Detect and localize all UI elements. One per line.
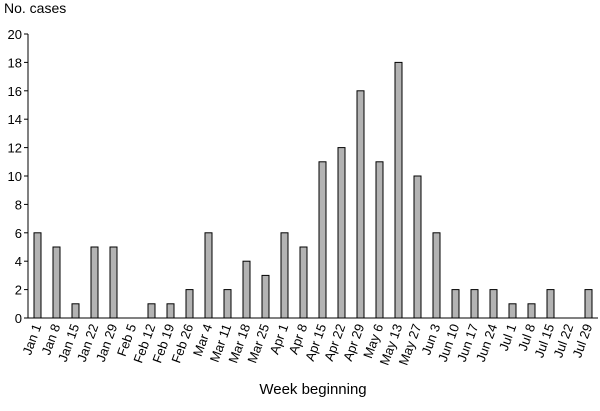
y-tick-label: 6: [15, 226, 22, 241]
bar: [356, 90, 365, 319]
bar: [318, 161, 327, 319]
bar: [546, 289, 555, 319]
y-tick-label: 12: [8, 141, 22, 156]
bar: [413, 175, 422, 319]
bar: [71, 303, 80, 319]
bar: [394, 61, 403, 319]
bar: [470, 289, 479, 319]
bar: [584, 289, 593, 319]
bar: [166, 303, 175, 319]
bar: [375, 161, 384, 319]
y-tick-label: 14: [8, 112, 22, 127]
bar: [109, 246, 118, 319]
bar: [185, 289, 194, 319]
bar: [242, 260, 251, 319]
y-tick-label: 18: [8, 55, 22, 70]
y-tick-label: 10: [8, 169, 22, 184]
bar: [33, 232, 42, 319]
y-tick-label: 20: [8, 27, 22, 42]
bar: [223, 289, 232, 319]
bar: [299, 246, 308, 319]
bar: [204, 232, 213, 319]
y-tick-label: 0: [15, 311, 22, 326]
y-tick-label: 8: [15, 197, 22, 212]
bar: [527, 303, 536, 319]
y-tick-label: 4: [15, 254, 22, 269]
bar: [52, 246, 61, 319]
bar: [147, 303, 156, 319]
bar: [261, 274, 270, 319]
y-tick-label: 2: [15, 283, 22, 298]
bar: [489, 289, 498, 319]
bar: [280, 232, 289, 319]
x-axis-title: Week beginning: [259, 381, 366, 398]
bar: [90, 246, 99, 319]
bar: [432, 232, 441, 319]
bar: [508, 303, 517, 319]
y-tick-label: 16: [8, 84, 22, 99]
bar: [451, 289, 460, 319]
bar: [337, 147, 346, 319]
y-axis-title: No. cases: [4, 0, 66, 16]
